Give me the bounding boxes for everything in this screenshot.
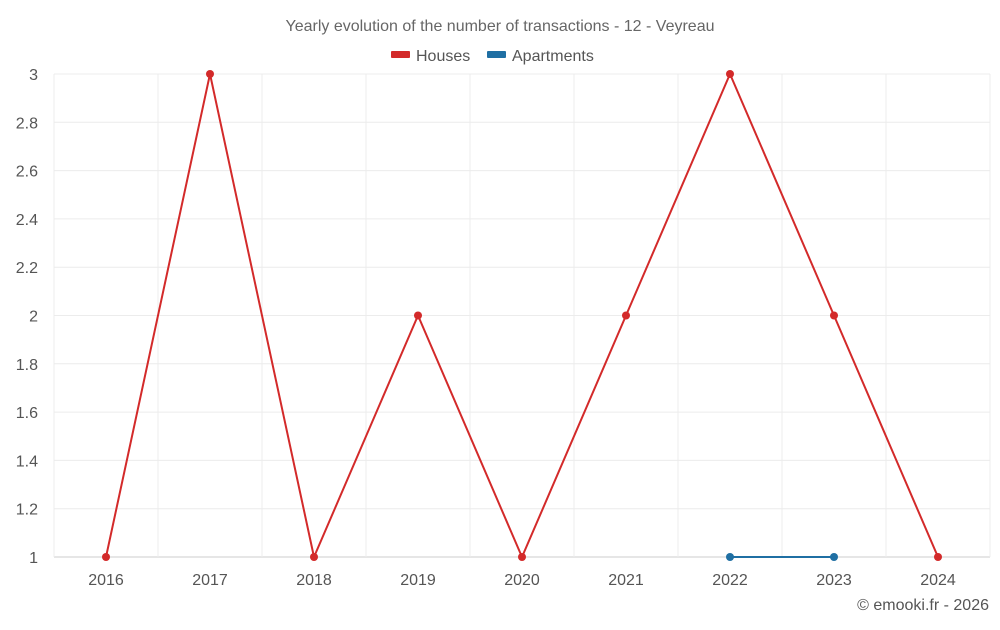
axes: 1 1.2 1.4 1.6 1.8 2 2.2 2.4 2.6 2.8 3 2016 2017 2018 2… — [16, 67, 956, 589]
data-point — [622, 311, 630, 320]
x-tick-label: 2019 — [400, 572, 436, 589]
chart-title: Yearly evolution of the number of transa… — [286, 18, 715, 35]
legend-item-apartments: Apartments — [487, 48, 594, 65]
y-tick-label: 2.6 — [16, 164, 38, 181]
legend-item-houses: Houses — [391, 48, 470, 65]
y-tick-label: 1.6 — [16, 405, 38, 422]
y-tick-label: 2.8 — [16, 115, 38, 132]
legend-label: Apartments — [512, 48, 594, 65]
series-apartments — [726, 553, 838, 561]
y-tick-label: 1 — [29, 550, 38, 567]
y-tick-label: 1.4 — [16, 453, 38, 470]
legend-label: Houses — [416, 48, 470, 65]
data-point — [310, 553, 318, 561]
legend: Houses Apartments — [391, 48, 594, 65]
x-tick-label: 2023 — [816, 572, 852, 589]
y-tick-label: 1.2 — [16, 502, 38, 519]
data-point — [518, 553, 526, 561]
data-point — [934, 553, 942, 561]
y-tick-label: 2.2 — [16, 260, 38, 277]
data-point — [830, 553, 838, 561]
data-point — [102, 553, 110, 561]
data-point — [726, 553, 734, 561]
y-tick-label: 2 — [29, 309, 38, 326]
legend-swatch — [391, 51, 410, 58]
series-group — [102, 70, 942, 561]
y-tick-label: 2.4 — [16, 212, 38, 229]
x-tick-label: 2016 — [88, 572, 124, 589]
x-tick-label: 2024 — [920, 572, 956, 589]
y-tick-label: 3 — [29, 67, 38, 84]
series-houses — [102, 70, 942, 561]
data-point — [830, 311, 838, 320]
x-tick-label: 2017 — [192, 572, 228, 589]
x-tick-label: 2022 — [712, 572, 748, 589]
x-tick-label: 2021 — [608, 572, 644, 589]
x-tick-label: 2020 — [504, 572, 540, 589]
data-point — [414, 311, 422, 320]
y-tick-label: 1.8 — [16, 357, 38, 374]
data-point — [206, 70, 214, 78]
credit-label: © emooki.fr - 2026 — [857, 597, 989, 614]
x-tick-label: 2018 — [296, 572, 332, 589]
legend-swatch — [487, 51, 506, 58]
data-point — [726, 70, 734, 78]
